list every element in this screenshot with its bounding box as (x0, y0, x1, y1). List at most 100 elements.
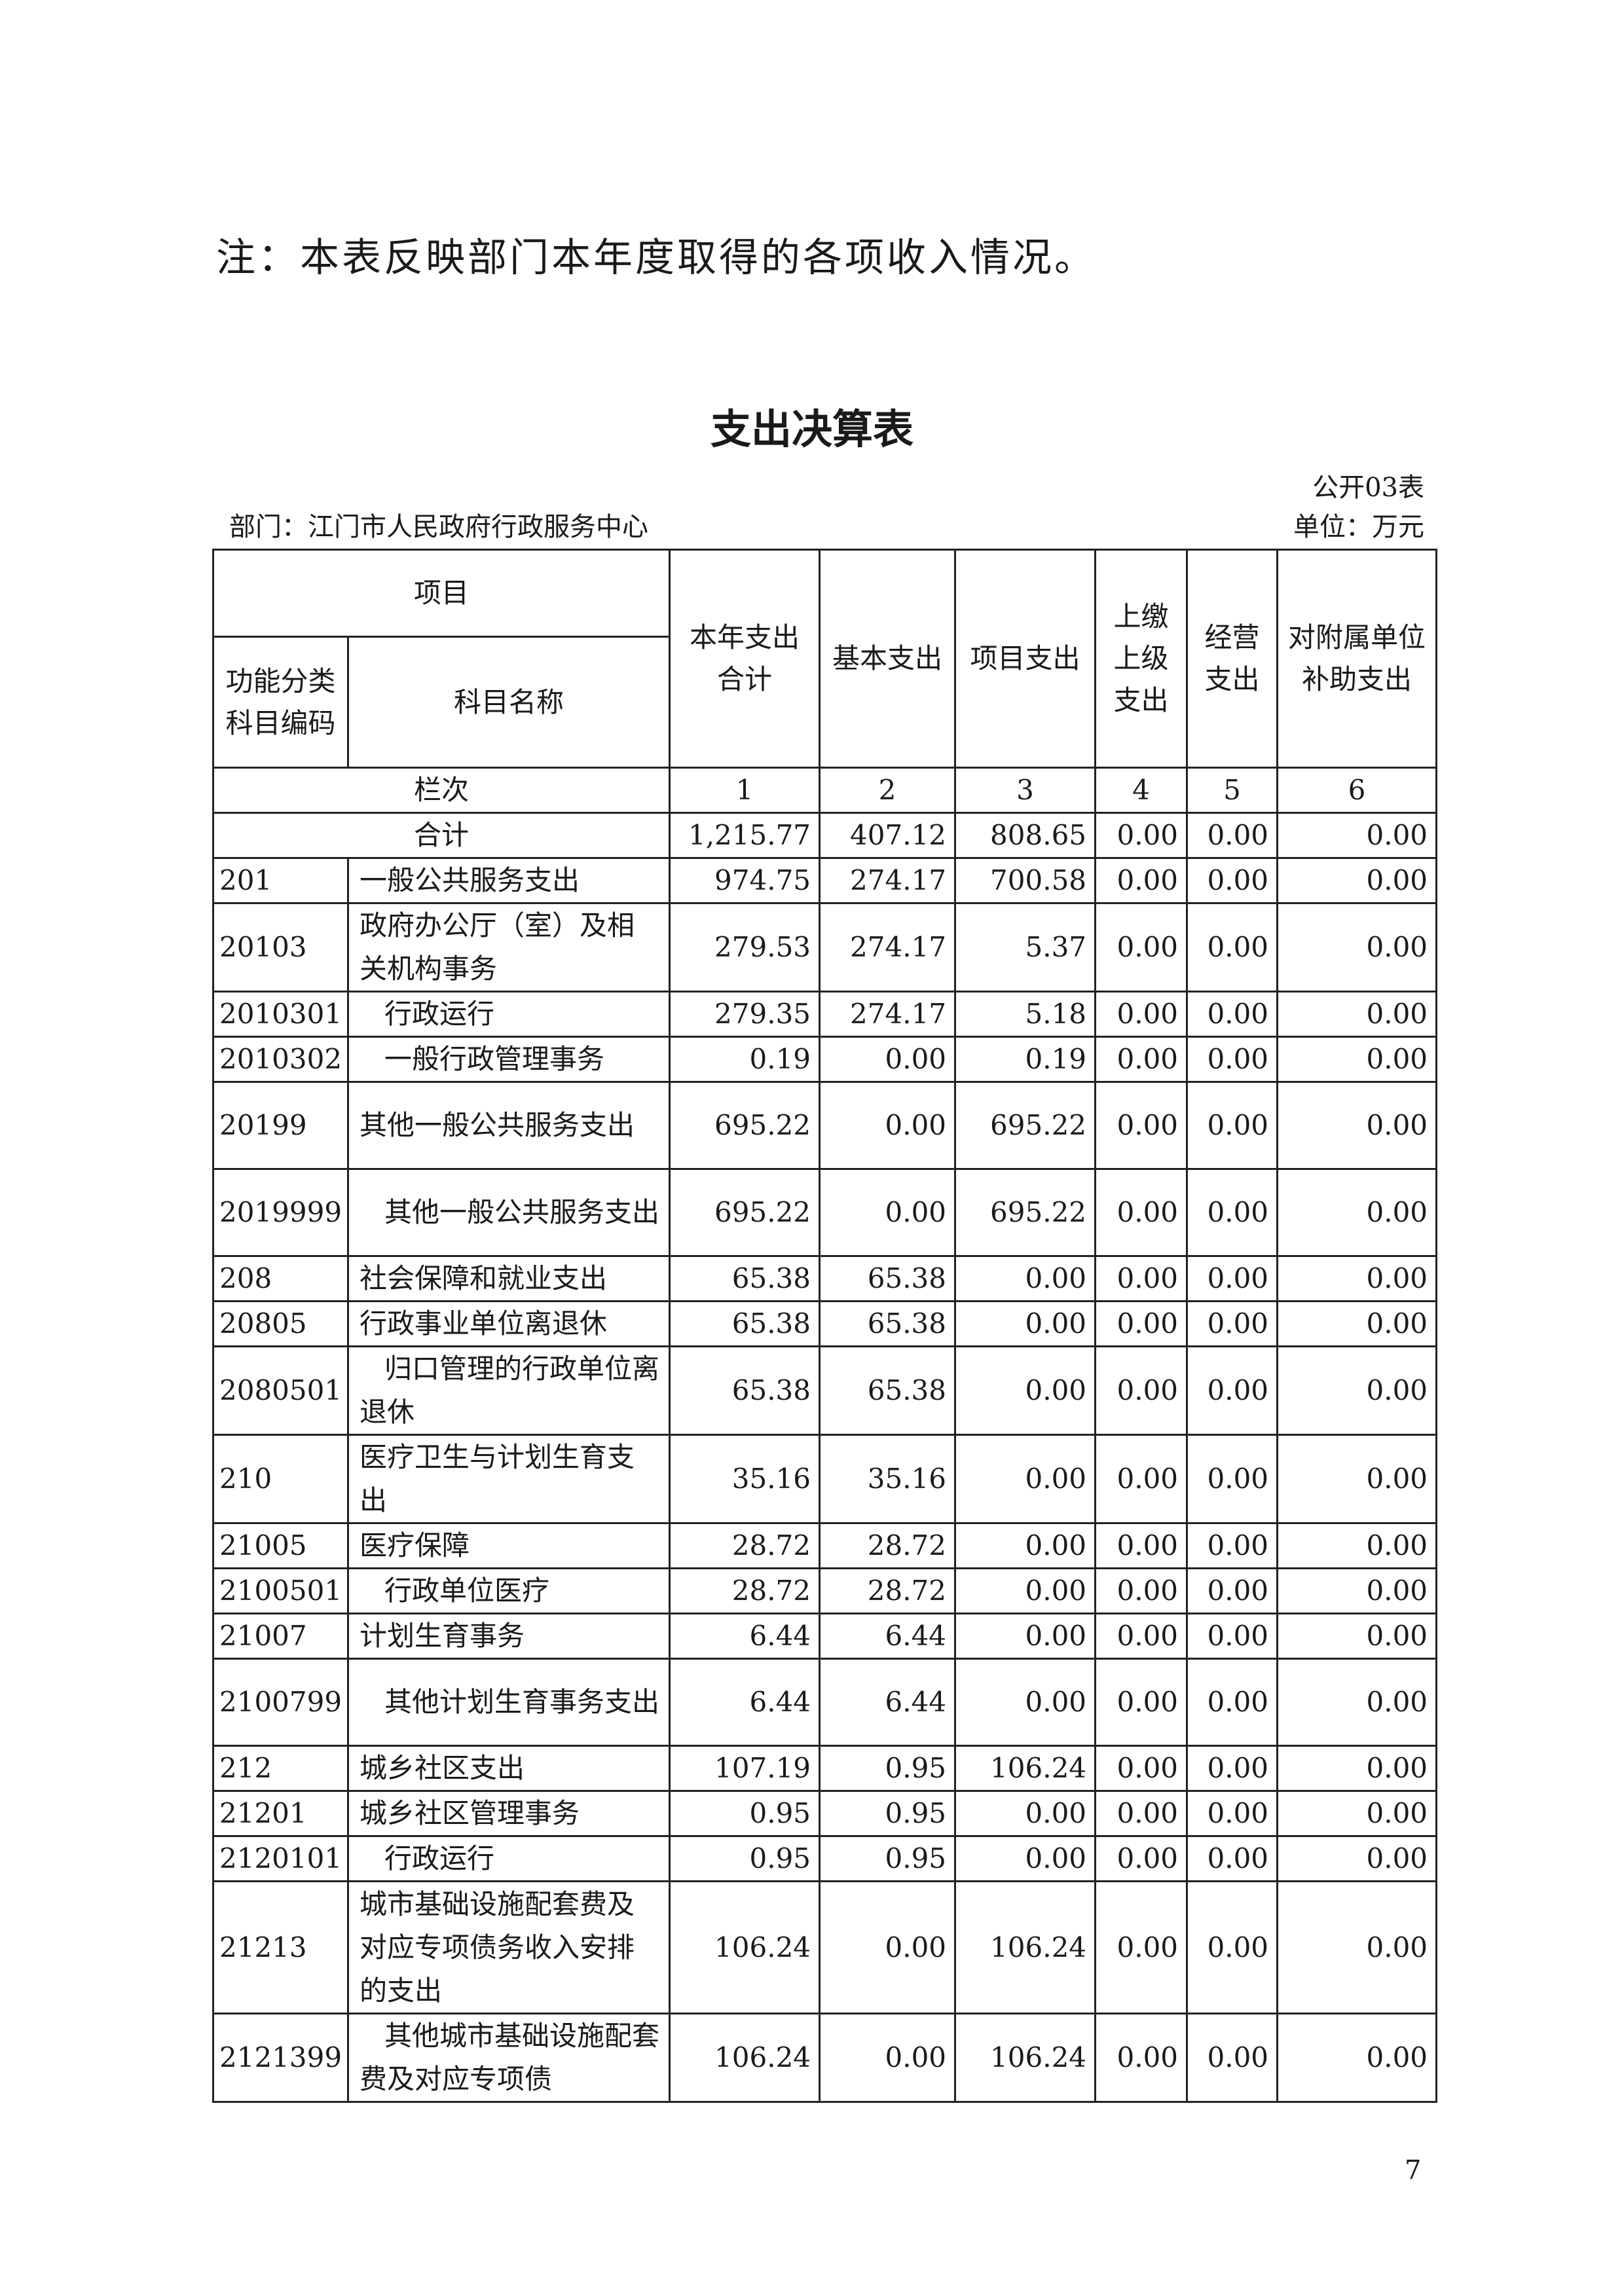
table-row: 20103 政府办公厅（室）及相关机构事务 279.53 274.17 5.37 0.00… (212, 902, 1438, 993)
row-value: 695.22 (954, 1081, 1097, 1170)
row-value: 279.35 (669, 991, 821, 1038)
row-value: 0.00 (1094, 1613, 1189, 1660)
row-value: 274.17 (819, 991, 957, 1038)
row-code: 21007 (212, 1613, 349, 1660)
row-value: 106.24 (669, 2013, 821, 2103)
table-row: 21007 计划生育事务 6.44 6.44 0.00 0.00 0.00 0.00 (212, 1613, 1438, 1660)
row-value: 0.00 (1276, 1613, 1438, 1660)
header-col-4: 上缴上级支出 (1094, 549, 1189, 769)
row-value: 0.00 (1094, 902, 1189, 993)
row-value: 0.00 (1094, 1168, 1189, 1257)
header-col-1: 本年支出合计 (669, 549, 821, 769)
row-value: 0.00 (1094, 1081, 1189, 1170)
row-value: 0.00 (954, 1255, 1097, 1302)
index-cell: 2 (819, 767, 957, 814)
row-value: 0.00 (954, 1790, 1097, 1837)
table-row: 2019999 其他一般公共服务支出 695.22 0.00 695.22 0.00 0.0… (212, 1168, 1438, 1257)
table-row: 21005 医疗保障 28.72 28.72 0.00 0.00 0.00 0.00 (212, 1522, 1438, 1569)
row-name: 医疗保障 (346, 1522, 671, 1569)
table-row: 2010302 一般行政管理事务 0.19 0.00 0.19 0.00 0.00 0.00 (212, 1036, 1438, 1083)
index-cell: 5 (1186, 767, 1279, 814)
row-value: 0.00 (1094, 1658, 1189, 1747)
row-value: 0.00 (1186, 1745, 1279, 1792)
table-row: 2100501 行政单位医疗 28.72 28.72 0.00 0.00 0.00 0.00 (212, 1567, 1438, 1614)
row-value: 5.37 (954, 902, 1097, 993)
row-name: 其他一般公共服务支出 (346, 1168, 671, 1257)
header-name: 科目名称 (346, 636, 671, 769)
row-value: 0.00 (954, 1835, 1097, 1882)
row-code: 201 (212, 857, 349, 904)
table-row: 210 医疗卫生与计划生育支出 35.16 35.16 0.00 0.00 0.00 0.00 (212, 1434, 1438, 1524)
row-code: 21201 (212, 1790, 349, 1837)
table-row: 208 社会保障和就业支出 65.38 65.38 0.00 0.00 0.00 0.00 (212, 1255, 1438, 1302)
header-col-5: 经营支出 (1186, 549, 1279, 769)
total-row: 合计 1,215.77 407.12 808.65 0.00 0.00 0.00 (212, 812, 1438, 859)
row-name: 归口管理的行政单位离退休 (346, 1345, 671, 1436)
table-row: 21213 城市基础设施配套费及对应专项债务收入安排的支出 106.24 0.00 10… (212, 1880, 1438, 2014)
row-value: 0.00 (1186, 1345, 1279, 1436)
row-value: 0.00 (1186, 1658, 1279, 1747)
row-value: 0.00 (954, 1434, 1097, 1524)
row-value: 0.00 (1276, 1522, 1438, 1569)
row-code: 2100799 (212, 1658, 349, 1747)
page-title: 支出决算表 (710, 405, 913, 453)
row-code: 2121399 (212, 2013, 349, 2103)
row-value: 0.00 (954, 1567, 1097, 1614)
row-value: 279.53 (669, 902, 821, 993)
row-value: 0.19 (954, 1036, 1097, 1083)
header-project: 项目 (212, 549, 671, 638)
row-value: 695.22 (669, 1168, 821, 1257)
total-cell: 808.65 (954, 812, 1097, 859)
index-row: 栏次 1 2 3 4 5 6 (212, 767, 1438, 814)
header-col-6: 对附属单位补助支出 (1276, 549, 1438, 769)
row-value: 0.00 (1186, 1081, 1279, 1170)
row-value: 0.00 (1094, 2013, 1189, 2103)
row-value: 0.00 (1186, 1522, 1279, 1569)
row-value: 0.00 (1276, 1081, 1438, 1170)
row-value: 28.72 (819, 1522, 957, 1569)
row-value: 0.95 (819, 1745, 957, 1792)
table-number: 公开03表 (1312, 473, 1424, 503)
row-value: 0.95 (669, 1835, 821, 1882)
row-value: 974.75 (669, 857, 821, 904)
row-name: 其他一般公共服务支出 (346, 1081, 671, 1170)
row-value: 0.00 (1186, 1880, 1279, 2014)
row-value: 0.00 (1276, 857, 1438, 904)
row-value: 5.18 (954, 991, 1097, 1038)
row-code: 21213 (212, 1880, 349, 2014)
row-value: 106.24 (954, 1745, 1097, 1792)
index-cell: 4 (1094, 767, 1189, 814)
row-name: 计划生育事务 (346, 1613, 671, 1660)
row-value: 274.17 (819, 857, 957, 904)
row-value: 35.16 (819, 1434, 957, 1524)
table-row: 2080501 归口管理的行政单位离退休 65.38 65.38 0.00 0.00 0.0… (212, 1345, 1438, 1436)
row-value: 0.00 (1276, 1790, 1438, 1837)
row-code: 20805 (212, 1300, 349, 1347)
row-value: 107.19 (669, 1745, 821, 1792)
row-value: 0.00 (1186, 1835, 1279, 1882)
row-code: 20199 (212, 1081, 349, 1170)
row-name: 其他城市基础设施配套费及对应专项债 (346, 2013, 671, 2103)
row-value: 695.22 (669, 1081, 821, 1170)
row-value: 6.44 (819, 1658, 957, 1747)
row-code: 208 (212, 1255, 349, 1302)
row-value: 0.00 (1094, 1790, 1189, 1837)
row-value: 65.38 (669, 1300, 821, 1347)
index-cell: 3 (954, 767, 1097, 814)
row-value: 0.00 (1094, 1522, 1189, 1569)
row-value: 0.00 (1094, 1036, 1189, 1083)
row-value: 0.00 (1094, 857, 1189, 904)
row-value: 6.44 (669, 1658, 821, 1747)
index-cell: 1 (669, 767, 821, 814)
row-value: 0.00 (1276, 1168, 1438, 1257)
row-value: 0.00 (954, 1300, 1097, 1347)
row-value: 0.00 (1094, 1880, 1189, 2014)
row-value: 0.00 (819, 2013, 957, 2103)
row-value: 0.00 (1186, 1255, 1279, 1302)
row-value: 0.00 (1094, 1434, 1189, 1524)
row-value: 0.00 (954, 1345, 1097, 1436)
row-value: 0.00 (1186, 1567, 1279, 1614)
row-value: 0.00 (1276, 1880, 1438, 2014)
row-name: 其他计划生育事务支出 (346, 1658, 671, 1747)
table-row: 2121399 其他城市基础设施配套费及对应专项债 106.24 0.00 106.24… (212, 2013, 1438, 2103)
